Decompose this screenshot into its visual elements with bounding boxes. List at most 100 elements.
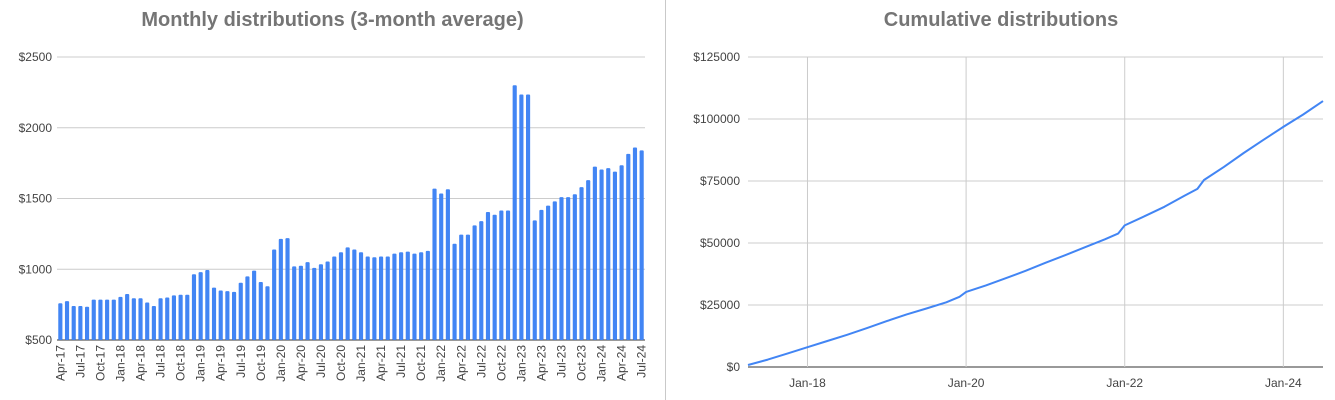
x-tick-label: Oct-21 <box>414 345 428 381</box>
bar <box>465 234 471 340</box>
bar <box>619 165 624 340</box>
bar <box>298 265 303 340</box>
bar <box>378 256 384 340</box>
bar <box>572 194 577 340</box>
bar <box>452 243 457 340</box>
x-tick-label: Jan-23 <box>514 345 528 382</box>
bar <box>459 234 464 340</box>
x-tick-label: Apr-17 <box>53 345 67 381</box>
bar <box>432 188 437 340</box>
bar <box>338 252 344 340</box>
x-tick-label: Oct-23 <box>575 345 589 381</box>
x-tick-label: Jan-22 <box>1106 376 1143 390</box>
bar <box>105 299 110 340</box>
bar <box>539 209 544 340</box>
x-tick-label: Oct-19 <box>254 345 268 381</box>
y-tick-label: $2000 <box>19 121 53 135</box>
bar <box>399 252 404 340</box>
bar <box>312 267 317 340</box>
bar <box>505 210 511 340</box>
bar <box>512 85 517 340</box>
cumulative-distributions-chart: Cumulative distributions $0 $25000 $50000 $… <box>667 0 1335 400</box>
bar <box>525 94 531 340</box>
bar <box>372 257 377 340</box>
x-tick-label: Jan-21 <box>354 345 368 382</box>
bar <box>118 296 123 340</box>
bar <box>599 169 604 340</box>
y-tick-label: $125000 <box>693 50 740 64</box>
bar <box>138 298 143 340</box>
bar <box>492 214 497 340</box>
x-tick-label: Jul-20 <box>314 345 328 378</box>
bar <box>178 294 183 340</box>
bar <box>532 220 537 340</box>
bar <box>552 201 557 340</box>
bar <box>125 294 130 340</box>
bar <box>632 147 638 340</box>
x-tick-label: Apr-19 <box>214 345 228 381</box>
bar <box>425 250 430 340</box>
bar <box>626 153 631 340</box>
y-tick-label: $1000 <box>19 262 53 276</box>
bar <box>485 211 491 340</box>
x-tick-label: Apr-21 <box>374 345 388 381</box>
bar <box>365 256 370 340</box>
bar <box>445 189 450 340</box>
bar <box>318 264 324 340</box>
bar <box>292 266 297 340</box>
bar <box>64 301 70 340</box>
bar <box>639 150 644 340</box>
x-tick-label: Jul-19 <box>234 345 248 378</box>
bar <box>546 205 551 340</box>
bar <box>606 168 611 340</box>
bar <box>245 276 250 340</box>
bar <box>479 221 484 340</box>
bar <box>165 297 170 340</box>
x-tick-label: Apr-20 <box>294 345 308 381</box>
bar <box>345 247 350 340</box>
x-tick-label: Jul-22 <box>474 345 488 378</box>
chart-title: Cumulative distributions <box>883 9 1119 31</box>
bar <box>472 225 477 340</box>
x-tick-label: Oct-17 <box>93 345 107 381</box>
line-chart-svg: $0 $25000 $50000 $75000 $100000 $125000 Jan-18… <box>693 50 1324 390</box>
bar <box>151 306 156 340</box>
bar <box>439 193 444 340</box>
bar <box>225 291 230 340</box>
bar <box>111 299 116 340</box>
bar <box>405 251 410 340</box>
panel-divider <box>665 0 666 400</box>
x-tick-label: Jan-19 <box>194 345 208 382</box>
x-tick-label: Jul-18 <box>154 345 168 378</box>
bar <box>285 238 290 340</box>
bar <box>191 274 197 340</box>
bar <box>185 294 190 340</box>
y-tick-label: $0 <box>727 360 741 374</box>
bar <box>231 291 237 340</box>
y-tick-label: $1500 <box>19 192 53 206</box>
bar <box>78 306 83 340</box>
x-tick-label: Apr-24 <box>615 345 629 381</box>
y-tick-label: $50000 <box>700 236 740 250</box>
x-tick-label: Oct-20 <box>334 345 348 381</box>
bar <box>278 238 283 340</box>
bar <box>258 281 263 340</box>
bar <box>385 256 390 340</box>
x-tick-label: Jan-18 <box>789 376 826 390</box>
y-tick-label: $2500 <box>19 50 53 64</box>
x-tick-label: Apr-22 <box>454 345 468 381</box>
x-tick-label: Jan-24 <box>1265 376 1302 390</box>
x-tick-label: Oct-18 <box>174 345 188 381</box>
series-line <box>747 100 1324 366</box>
bar <box>499 210 504 340</box>
x-tick-label: Jan-20 <box>948 376 985 390</box>
bar <box>325 261 330 340</box>
bar <box>586 180 591 340</box>
bar <box>272 249 277 340</box>
bar <box>58 303 63 340</box>
bar <box>145 302 150 340</box>
bar <box>612 171 618 340</box>
bar <box>305 262 310 340</box>
bar <box>519 94 524 340</box>
bar <box>566 197 571 340</box>
